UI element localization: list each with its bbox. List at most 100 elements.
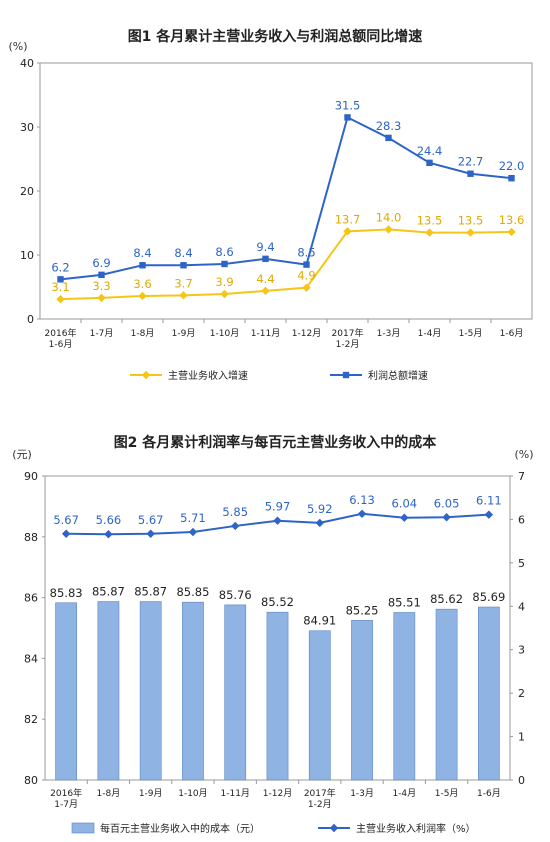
x-category-label: 1-7月 bbox=[54, 799, 78, 810]
data-point bbox=[180, 262, 187, 269]
x-category-label: 1-8月 bbox=[131, 328, 155, 339]
y-right-tick-label: 2 bbox=[518, 687, 525, 700]
data-point bbox=[303, 261, 310, 268]
bar bbox=[97, 601, 120, 781]
legend-label: 利润总额增速 bbox=[368, 369, 428, 382]
data-label: 8.5 bbox=[297, 246, 315, 260]
x-category-label: 2017年 bbox=[332, 327, 364, 339]
data-label: 13.6 bbox=[499, 213, 525, 227]
bar-data-label: 85.51 bbox=[388, 595, 421, 609]
y-right-tick-label: 7 bbox=[518, 470, 525, 483]
bar-data-label: 85.83 bbox=[50, 586, 83, 600]
legend-marker bbox=[141, 370, 151, 380]
data-point bbox=[56, 294, 65, 304]
data-label: 8.4 bbox=[133, 246, 151, 260]
y-right-tick-label: 0 bbox=[518, 774, 525, 787]
x-category-label: 1-11月 bbox=[251, 328, 280, 339]
data-point bbox=[426, 159, 433, 167]
data-label: 3.1 bbox=[51, 280, 69, 294]
bar-data-label: 85.62 bbox=[430, 592, 463, 606]
data-point bbox=[231, 521, 240, 531]
bar bbox=[139, 601, 162, 781]
series-line bbox=[60, 115, 512, 281]
x-category-label: 1-10月 bbox=[178, 788, 207, 799]
x-category-label: 1-10月 bbox=[210, 328, 239, 339]
line-data-label: 5.85 bbox=[222, 505, 248, 519]
line-data-label: 6.13 bbox=[349, 493, 375, 507]
legend-label: 主营业务收入增速 bbox=[168, 369, 248, 382]
x-category-label: 1-3月 bbox=[377, 328, 401, 339]
bar-data-label: 85.87 bbox=[134, 585, 167, 599]
x-category-label: 1-9月 bbox=[172, 328, 196, 339]
data-label: 4.4 bbox=[256, 272, 274, 286]
data-point bbox=[507, 227, 516, 237]
data-point bbox=[467, 170, 474, 177]
data-point bbox=[98, 271, 105, 279]
data-label: 3.7 bbox=[174, 276, 192, 290]
y-tick-label: 30 bbox=[20, 121, 34, 134]
data-point bbox=[315, 518, 324, 528]
x-category-label: 1-4月 bbox=[392, 788, 416, 799]
data-label: 8.6 bbox=[215, 245, 233, 259]
line-data-label: 6.11 bbox=[476, 494, 502, 508]
data-label: 6.2 bbox=[51, 260, 69, 274]
x-category-label: 2017年 bbox=[304, 787, 336, 799]
y-right-tick-label: 3 bbox=[518, 644, 525, 657]
x-category-label: 1-6月 bbox=[477, 788, 501, 799]
data-label: 9.4 bbox=[256, 240, 274, 254]
data-point bbox=[61, 529, 71, 538]
legend-marker bbox=[342, 371, 350, 379]
data-point bbox=[57, 276, 64, 283]
plot-frame bbox=[39, 62, 533, 320]
bar-data-label: 85.25 bbox=[346, 603, 379, 617]
data-point bbox=[262, 255, 269, 263]
y-left-tick-label: 86 bbox=[24, 592, 38, 605]
x-category-label: 2016年 bbox=[45, 327, 77, 339]
data-point bbox=[302, 283, 311, 292]
bar-data-label: 85.69 bbox=[472, 590, 505, 604]
data-point bbox=[385, 134, 392, 142]
x-category-label: 1-3月 bbox=[350, 788, 374, 799]
y-left-tick-label: 84 bbox=[24, 652, 38, 665]
y-left-tick-label: 82 bbox=[24, 713, 38, 726]
bar bbox=[55, 602, 78, 781]
line-data-label: 5.66 bbox=[96, 513, 122, 527]
data-point bbox=[221, 260, 228, 268]
data-point bbox=[261, 286, 270, 296]
data-point bbox=[384, 225, 393, 234]
line-data-label: 6.04 bbox=[392, 497, 418, 511]
x-category-label: 1-12月 bbox=[292, 328, 321, 339]
y-left-unit: (元) bbox=[12, 448, 32, 461]
x-category-label: 2016年 bbox=[50, 787, 82, 799]
x-category-label: 1-7月 bbox=[90, 328, 114, 339]
x-category-label: 1-6月 bbox=[500, 328, 524, 339]
data-point bbox=[273, 516, 282, 525]
x-category-label: 1-11月 bbox=[221, 788, 250, 799]
data-point bbox=[179, 291, 188, 300]
x-category-label: 1-4月 bbox=[418, 328, 442, 339]
line-data-label: 5.67 bbox=[138, 513, 164, 527]
bar bbox=[308, 630, 331, 781]
data-point bbox=[466, 228, 475, 237]
y-tick-label: 20 bbox=[20, 185, 34, 198]
y-left-tick-label: 88 bbox=[24, 531, 38, 544]
y-right-unit: (%) bbox=[514, 448, 533, 461]
legend-label: 主营业务收入利润率（%） bbox=[356, 822, 476, 835]
series-line bbox=[60, 228, 512, 301]
y-right-tick-label: 6 bbox=[518, 513, 525, 526]
bar-data-label: 85.85 bbox=[176, 585, 209, 599]
data-point bbox=[442, 513, 451, 522]
data-point bbox=[425, 228, 434, 237]
x-category-label: 1-6月 bbox=[49, 339, 73, 350]
data-label: 31.5 bbox=[335, 98, 361, 112]
data-label: 24.4 bbox=[417, 144, 443, 158]
y-left-tick-label: 80 bbox=[24, 774, 38, 787]
data-label: 3.6 bbox=[133, 277, 151, 291]
line-data-label: 5.67 bbox=[53, 513, 79, 527]
data-label: 3.3 bbox=[92, 279, 110, 293]
data-point bbox=[104, 529, 113, 539]
y-right-tick-label: 4 bbox=[518, 600, 525, 613]
y-right-tick-label: 5 bbox=[518, 557, 525, 570]
data-point bbox=[220, 289, 229, 299]
